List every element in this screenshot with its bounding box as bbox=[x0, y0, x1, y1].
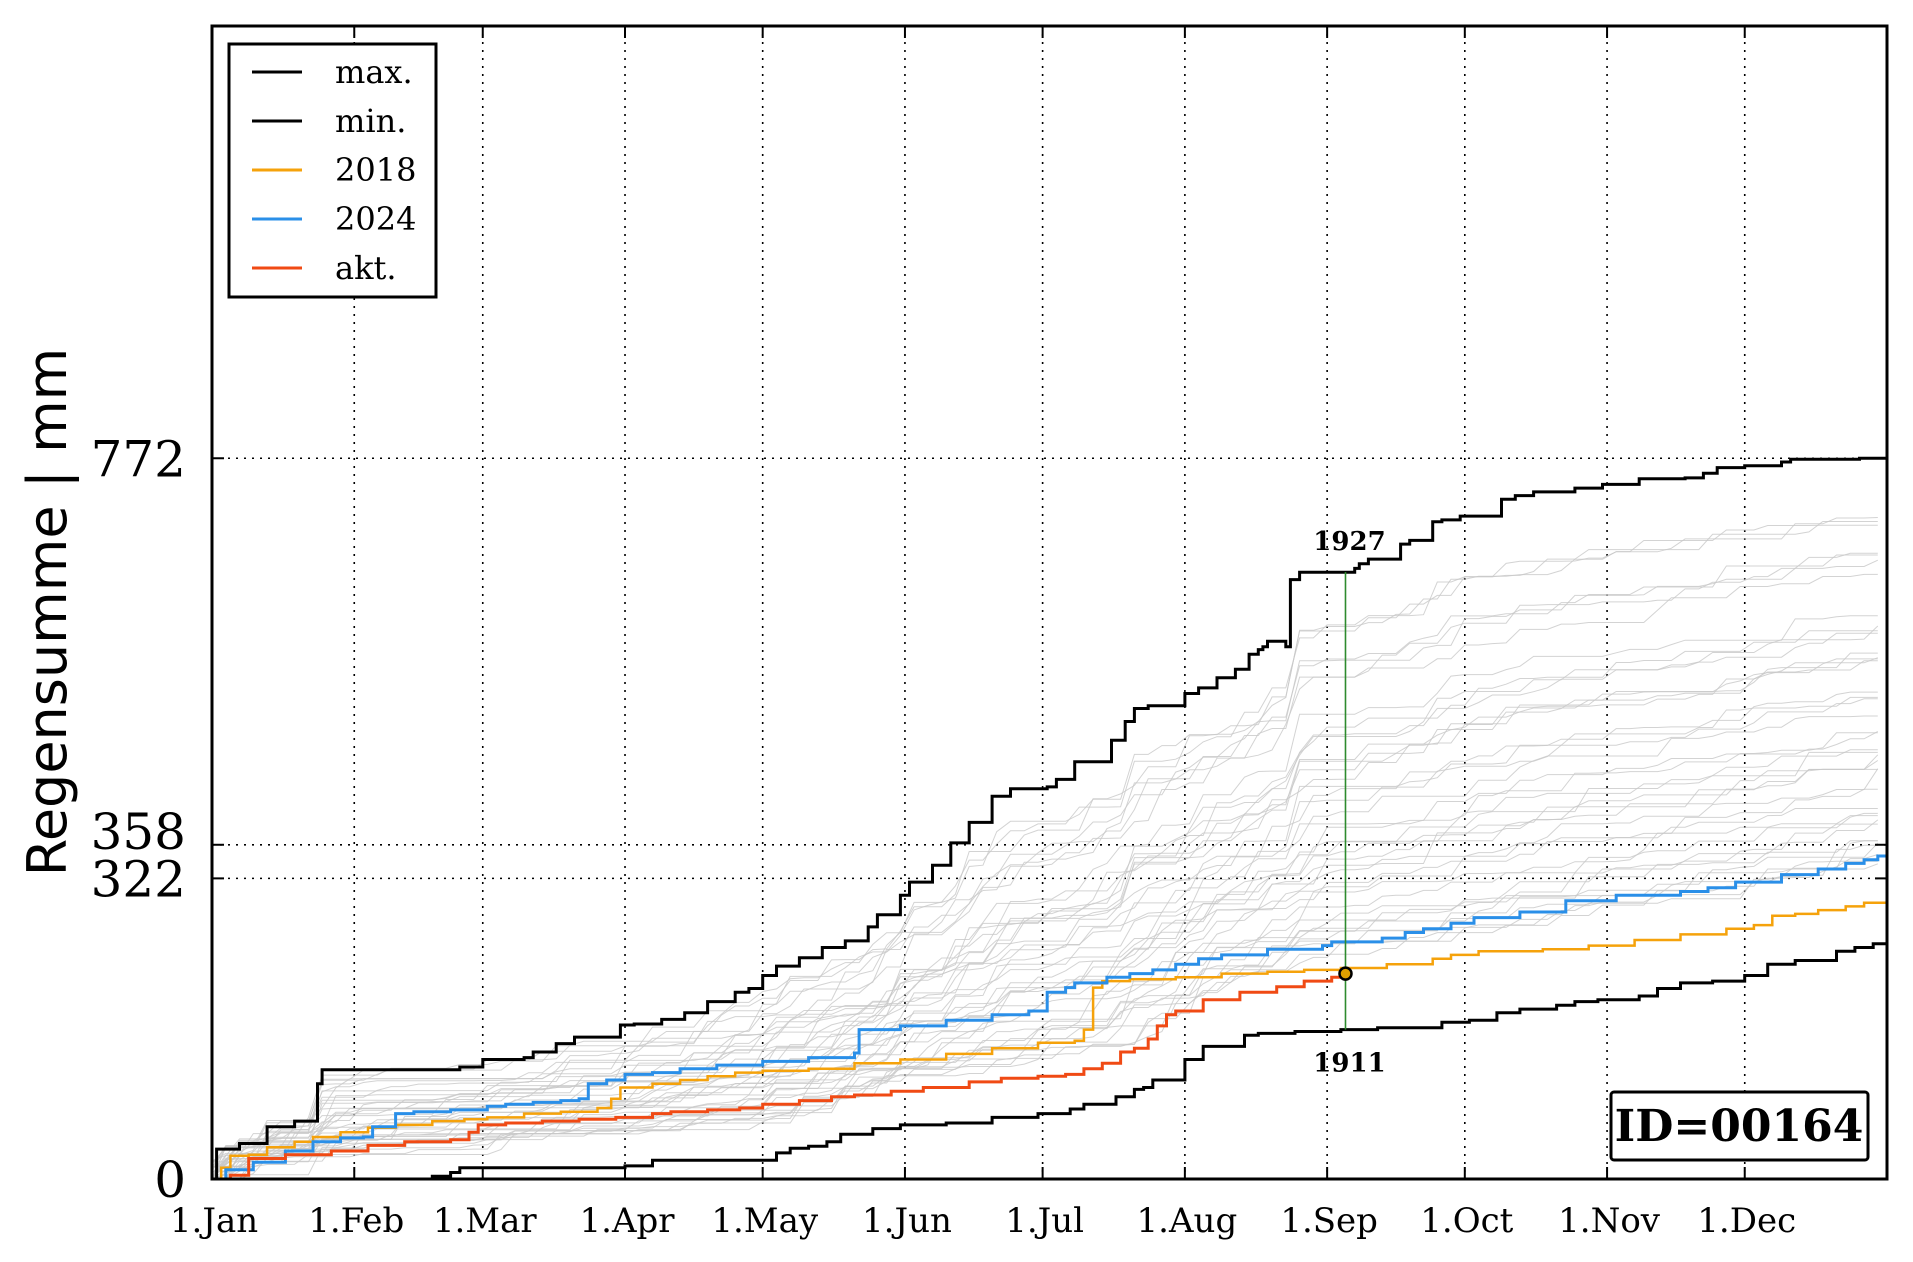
x-ticks: 1.Jan 1.Feb 1.Mar 1.Apr 1.May 1.Jun 1.Jul 1.Aug… bbox=[170, 26, 1796, 1241]
ensemble-line bbox=[211, 521, 1878, 1180]
ensemble-line bbox=[211, 812, 1878, 1163]
xtick-label-1.Oct: 1.Oct bbox=[1420, 1201, 1513, 1241]
annotation-1911: 1911 bbox=[1313, 1049, 1385, 1079]
ensemble-line bbox=[211, 840, 1878, 1180]
id-label: ID=00164 bbox=[1615, 1101, 1864, 1152]
xtick-label-1.Jul: 1.Jul bbox=[1005, 1201, 1084, 1241]
ytick-label-358: 358 bbox=[91, 803, 186, 861]
id-box-frame bbox=[1609, 1090, 1870, 1162]
id-box: ID=00164 bbox=[1609, 1090, 1870, 1162]
y-axis-label: Regensumme | mm bbox=[16, 348, 79, 877]
ensemble-line bbox=[211, 573, 1878, 1180]
xtick-label-1.Apr: 1.Apr bbox=[580, 1201, 676, 1241]
legend-label-akt: akt. bbox=[335, 249, 397, 287]
ensemble-background-lines bbox=[211, 517, 1879, 1180]
ensemble-line bbox=[211, 854, 1878, 1180]
xtick-label-1.Jan: 1.Jan bbox=[170, 1201, 258, 1241]
ensemble-line bbox=[212, 751, 1878, 1168]
legend-label-2024: 2024 bbox=[335, 200, 416, 238]
series-line-min bbox=[212, 942, 1887, 1181]
legend-label-min: min. bbox=[335, 102, 406, 140]
series-line-akt bbox=[212, 973, 1347, 1181]
ensemble-line bbox=[211, 754, 1879, 1180]
ensemble-line bbox=[211, 630, 1878, 1173]
plot-frame bbox=[210, 24, 1889, 1181]
ensemble-line bbox=[212, 863, 1878, 1180]
ensemble-line bbox=[212, 860, 1878, 1173]
current-value-marker bbox=[1338, 966, 1353, 981]
ensemble-line bbox=[212, 768, 1878, 1167]
ensemble-line bbox=[211, 657, 1878, 1180]
legend: max. min. 2018 2024 akt. bbox=[227, 42, 438, 299]
xtick-label-1.Jun: 1.Jun bbox=[862, 1201, 952, 1241]
xtick-label-1.Dec: 1.Dec bbox=[1697, 1201, 1796, 1241]
ensemble-line bbox=[211, 823, 1878, 1180]
ensemble-line bbox=[211, 552, 1878, 1165]
ytick-label-322: 322 bbox=[91, 850, 186, 908]
xtick-label-1.Sep: 1.Sep bbox=[1280, 1201, 1378, 1241]
series-line-2024 bbox=[212, 854, 1887, 1181]
ytick-label-0: 0 bbox=[154, 1151, 186, 1209]
ensemble-line bbox=[211, 615, 1878, 1180]
ensemble-line bbox=[211, 698, 1878, 1180]
ensemble-line bbox=[211, 749, 1878, 1180]
xtick-label-1.Feb: 1.Feb bbox=[308, 1201, 404, 1241]
legend-label-max: max. bbox=[335, 53, 413, 91]
ensemble-line bbox=[211, 658, 1878, 1172]
ensemble-line bbox=[212, 652, 1878, 1166]
series-line-max bbox=[212, 456, 1887, 1181]
xtick-label-1.Nov: 1.Nov bbox=[1558, 1201, 1661, 1241]
grid-lines bbox=[353, 26, 1746, 1179]
ensemble-line bbox=[212, 731, 1879, 1179]
ensemble-line bbox=[211, 554, 1878, 1174]
reference-hlines bbox=[212, 457, 1887, 880]
ensemble-line bbox=[212, 788, 1878, 1163]
series-lines bbox=[212, 456, 1889, 1181]
ensemble-line bbox=[212, 844, 1878, 1180]
ensemble-line bbox=[211, 559, 1879, 1179]
xtick-label-1.May: 1.May bbox=[711, 1201, 819, 1241]
annotation-1927: 1927 bbox=[1313, 527, 1385, 557]
ensemble-line bbox=[211, 517, 1878, 1168]
xtick-label-1.Aug: 1.Aug bbox=[1137, 1201, 1238, 1241]
legend-label-2018: 2018 bbox=[335, 151, 416, 189]
ytick-label-772: 772 bbox=[91, 430, 186, 488]
xtick-label-1.Mar: 1.Mar bbox=[433, 1201, 538, 1241]
annotations: 1927 1911 bbox=[1313, 527, 1385, 1078]
